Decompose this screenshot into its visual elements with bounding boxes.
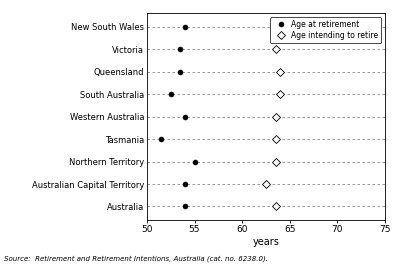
Legend: Age at retirement, Age intending to retire: Age at retirement, Age intending to reti… (270, 17, 381, 43)
X-axis label: years: years (252, 237, 279, 247)
Text: Source:  Retirement and Retirement Intentions, Australia (cat. no. 6238.0).: Source: Retirement and Retirement Intent… (4, 256, 268, 262)
